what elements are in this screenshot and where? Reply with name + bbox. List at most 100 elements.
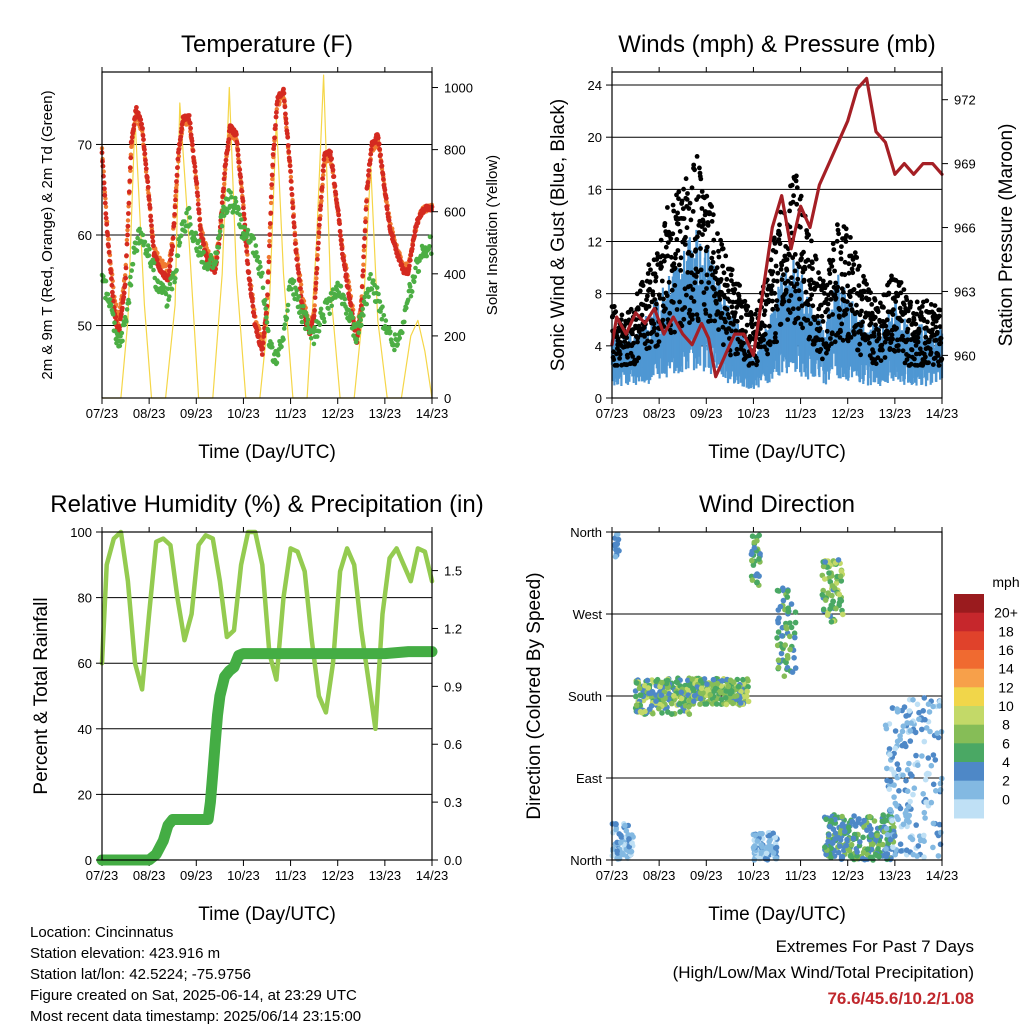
wind-direction-point	[884, 726, 890, 732]
gust-point	[617, 356, 622, 361]
wind-direction-points	[610, 532, 945, 863]
dewpoint-series-point	[108, 297, 113, 302]
wind-direction-point	[744, 689, 750, 695]
temp-2m-series-point	[269, 195, 274, 200]
wind-direction-point	[840, 612, 846, 618]
y-tick-label: 16	[588, 182, 602, 197]
gust-point	[926, 360, 931, 365]
gust-point	[873, 323, 878, 328]
gust-point	[859, 309, 864, 314]
gust-point	[831, 247, 836, 252]
temp-2m-series-point	[360, 273, 365, 278]
gust-point	[675, 211, 680, 216]
gust-point	[934, 325, 939, 330]
dewpoint-series-point	[387, 325, 392, 330]
temp-2m-series-point	[126, 201, 131, 206]
temp-2m-series-point	[188, 121, 193, 126]
dewpoint-series-point	[356, 330, 361, 335]
dewpoint-series-point	[264, 315, 269, 320]
wind-direction-point	[782, 673, 788, 679]
wind-direction-point	[823, 817, 829, 823]
gust-point	[857, 283, 862, 288]
x-tick-label: 07/23	[86, 406, 119, 421]
temp-2m-series-point	[222, 171, 227, 176]
dewpoint-series-point	[309, 336, 314, 341]
wind-direction-point	[836, 557, 842, 563]
wind-direction-point	[677, 701, 683, 707]
wind-direction-point	[854, 849, 860, 855]
wind-direction-point	[779, 651, 785, 657]
temp-2m-series-point	[226, 144, 231, 149]
x-tick-label: 13/23	[879, 406, 912, 421]
gust-point	[764, 347, 769, 352]
temp-2m-series-point	[151, 239, 156, 244]
gust-point	[763, 308, 768, 313]
temp-2m-series-point	[363, 219, 368, 224]
wind-direction-point	[906, 813, 912, 819]
wind-direction-point	[778, 604, 784, 610]
gust-point	[806, 233, 811, 238]
temp-2m-series-point	[381, 177, 386, 182]
temp-2m-series-point	[174, 189, 179, 194]
gust-point	[789, 293, 794, 298]
gust-point	[716, 327, 721, 332]
dewpoint-series-point	[409, 294, 414, 299]
temp-9m-series-point	[315, 253, 319, 257]
gust-point	[828, 336, 833, 341]
temp-2m-series-point	[125, 233, 130, 238]
wind-direction-point	[782, 642, 788, 648]
gust-point	[845, 299, 850, 304]
dewpoint-series-point	[317, 329, 322, 334]
gust-point	[698, 246, 703, 251]
wind-direction-point	[756, 556, 762, 562]
gust-point	[808, 297, 813, 302]
wind-direction-point	[869, 832, 875, 838]
wind-direction-point	[645, 685, 651, 691]
gust-point	[661, 318, 666, 323]
gust-point	[835, 222, 840, 227]
gust-point	[844, 226, 849, 231]
temp-2m-series-point	[268, 221, 273, 226]
dewpoint-series-point	[234, 199, 239, 204]
temp-2m-series-point	[262, 331, 267, 336]
dewpoint-series-point	[210, 257, 215, 262]
gust-point	[763, 332, 768, 337]
temp-2m-series-point	[188, 126, 193, 131]
gust-point	[788, 310, 793, 315]
gust-point	[710, 219, 715, 224]
gust-point	[724, 277, 729, 282]
y-tick-label: 8	[595, 287, 602, 302]
wind-direction-point	[926, 755, 932, 761]
temp-2m-series-point	[381, 172, 386, 177]
dewpoint-series-point	[266, 329, 271, 334]
gust-point	[844, 239, 849, 244]
gust-point	[821, 319, 826, 324]
wind-direction-point	[920, 791, 926, 797]
temp-2m-series-point	[123, 276, 128, 281]
gust-point	[781, 272, 786, 277]
wind-direction-point	[827, 824, 833, 830]
temp-2m-series-point	[197, 217, 202, 222]
temp-2m-series-point	[177, 142, 182, 147]
dewpoint-series-point	[129, 268, 134, 273]
gust-point	[690, 313, 695, 318]
gust-point	[904, 297, 909, 302]
gust-point	[718, 238, 723, 243]
dewpoint-series-point	[214, 259, 219, 264]
dewpoint-series-point	[257, 260, 262, 265]
gust-point	[793, 269, 798, 274]
x-tick-label: 13/23	[879, 868, 912, 883]
wind-direction-point	[826, 832, 832, 838]
dewpoint-series-point	[152, 261, 157, 266]
wind-direction-point	[885, 832, 891, 838]
temp-9m-series-point	[125, 238, 129, 242]
wind-direction-point	[745, 684, 751, 690]
wind-direction-point	[927, 729, 933, 735]
gust-point	[709, 256, 714, 261]
temp-2m-series-point	[148, 205, 153, 210]
wind-direction-point	[918, 838, 924, 844]
temp-2m-series-point	[379, 159, 384, 164]
gust-point	[705, 273, 710, 278]
wind-direction-point	[774, 635, 780, 641]
gust-point	[753, 312, 758, 317]
